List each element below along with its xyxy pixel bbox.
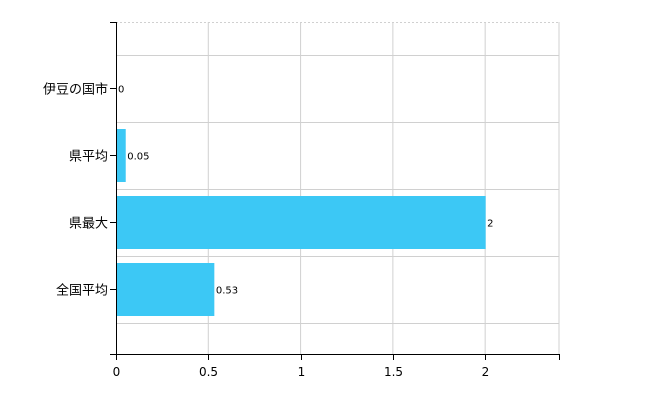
category-label: 伊豆の国市 [43,82,108,98]
bar [116,129,126,182]
x-tick-label: 1.5 [384,365,403,379]
x-tick-label: 0.5 [199,365,218,379]
data-label: 0.53 [216,286,238,297]
data-label: 0 [118,85,124,96]
category-label: 県平均 [69,150,108,165]
x-tick-label: 2 [482,365,490,379]
category-label: 県最大 [69,217,108,232]
data-label: 2 [487,219,493,230]
category-label: 全国平均 [56,283,108,299]
axes-layer [110,22,560,360]
x-tick-label: 1 [298,365,306,379]
bar [116,196,486,249]
bars-layer [116,129,486,316]
x-tick-label: 0 [113,365,121,379]
labels-layer: 伊豆の国市 0 県平均 0.05 県最大 2 全国平均 0.53 0 0.5 1 1.5 2 [43,82,494,380]
bar [116,263,215,316]
grid-layer [116,22,560,354]
data-label: 0.05 [127,152,149,163]
